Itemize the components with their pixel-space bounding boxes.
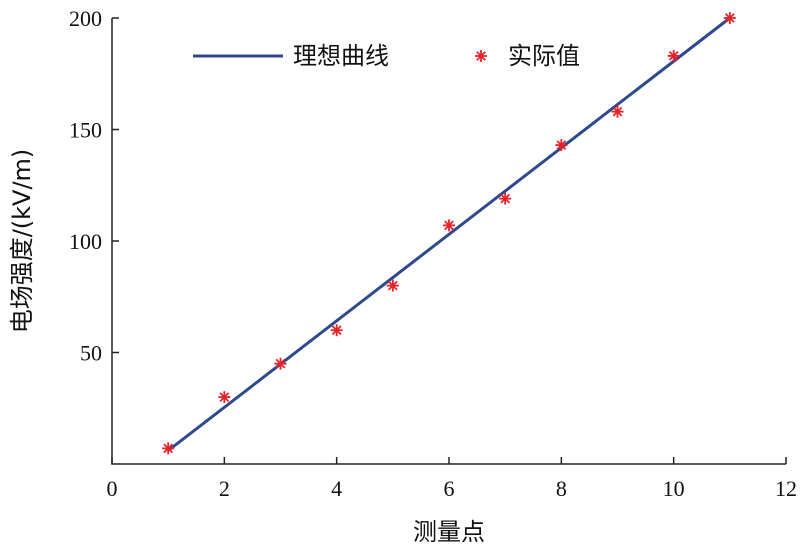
actual-value-point (555, 139, 568, 152)
legend-label-ideal: 理想曲线 (293, 42, 389, 70)
x-tick-label: 12 (775, 476, 797, 501)
legend-star-marker (475, 50, 487, 62)
y-axis-ticks: 50 100 150 200 (69, 6, 119, 366)
x-tick-label: 10 (663, 476, 685, 501)
actual-value-point (274, 357, 287, 370)
y-tick-label: 50 (80, 341, 102, 366)
ideal-curve-line (167, 16, 731, 452)
legend: 理想曲线 实际值 (193, 42, 580, 70)
actual-value-point (723, 12, 736, 24)
x-tick-label: 2 (219, 476, 230, 501)
legend-label-actual: 实际值 (508, 42, 580, 70)
axis-frame (111, 18, 786, 465)
actual-value-point (162, 442, 175, 455)
x-tick-label: 4 (331, 476, 342, 501)
x-tick-label: 8 (556, 476, 567, 501)
x-tick-label: 6 (444, 476, 455, 501)
actual-value-point (667, 49, 680, 62)
plot-area (162, 12, 736, 455)
actual-value-point (499, 192, 512, 205)
actual-value-point (611, 105, 624, 118)
actual-value-point (443, 219, 455, 232)
actual-value-point (330, 324, 343, 337)
actual-value-point (218, 391, 231, 404)
y-tick-label: 150 (69, 118, 102, 143)
y-tick-label: 100 (69, 229, 102, 254)
axes (111, 18, 786, 465)
x-axis-ticks: 0 2 4 6 8 10 12 (107, 457, 797, 501)
y-tick-label: 200 (69, 6, 102, 31)
x-tick-label: 0 (107, 476, 118, 501)
x-axis-title: 测量点 (413, 518, 485, 546)
actual-value-point (386, 279, 399, 292)
legend-star-symbol (475, 50, 487, 62)
y-axis-title: 电场强度/(kV/m) (8, 149, 36, 334)
